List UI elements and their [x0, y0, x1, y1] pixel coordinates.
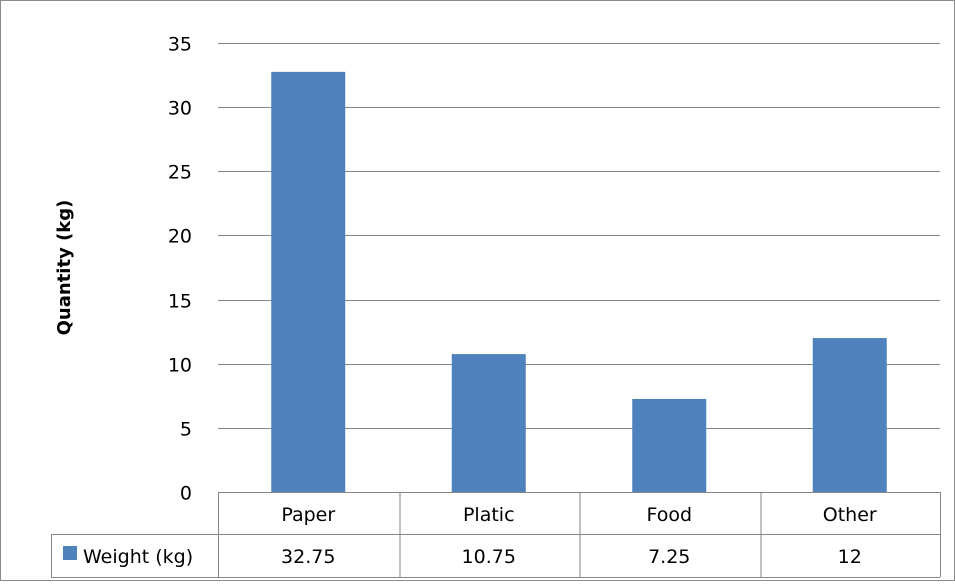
- bar: [451, 354, 526, 492]
- y-tick-label: 0: [180, 483, 192, 505]
- y-tick-label: 35: [168, 34, 192, 56]
- x-category-label: Other: [823, 504, 877, 526]
- legend-series-name: Weight (kg): [83, 546, 193, 568]
- table-value-cell: 10.75: [462, 546, 516, 568]
- x-category-label: Paper: [281, 504, 335, 526]
- x-category-label: Food: [646, 504, 692, 526]
- bar: [632, 398, 707, 492]
- bar: [271, 71, 346, 492]
- y-tick-label: 15: [168, 291, 192, 313]
- y-axis-title: Quantity (kg): [54, 200, 75, 336]
- x-category-label: Platic: [463, 504, 515, 526]
- y-tick-label: 20: [168, 226, 192, 248]
- y-axis-ticks: 0 5 10 15 20 25 30 35: [168, 34, 192, 505]
- table-value-cell: 32.75: [281, 546, 335, 568]
- y-tick-label: 25: [168, 162, 192, 184]
- bars: [271, 71, 887, 492]
- legend-swatch: [63, 546, 77, 560]
- bar: [812, 338, 887, 492]
- data-table: Paper 32.75 Platic 10.75 Food 7.25 Other 12 Weig…: [51, 492, 941, 578]
- table-value-cell: 7.25: [648, 546, 690, 568]
- table-value-cell: 12: [838, 546, 862, 568]
- y-tick-label: 5: [180, 419, 192, 441]
- y-tick-label: 30: [168, 98, 192, 120]
- y-tick-label: 10: [168, 355, 192, 377]
